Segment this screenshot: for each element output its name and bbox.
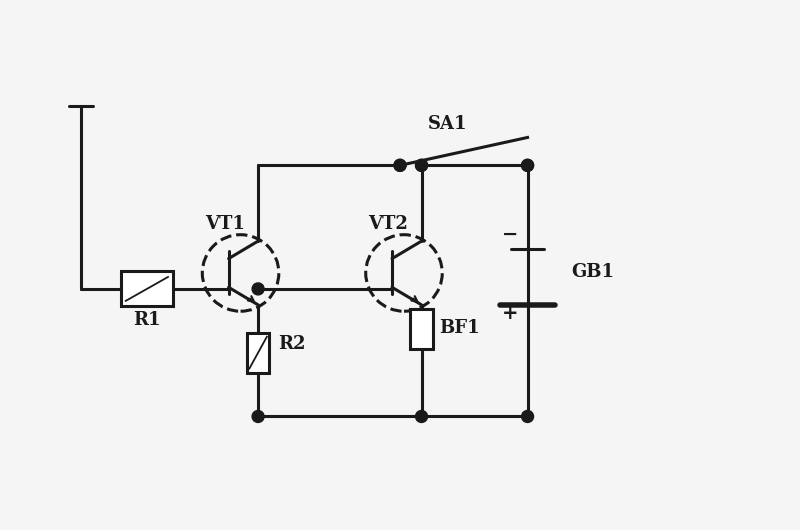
Text: BF1: BF1	[439, 319, 480, 337]
Text: −: −	[502, 225, 518, 243]
Circle shape	[522, 411, 534, 422]
Circle shape	[415, 160, 427, 171]
Text: VT2: VT2	[368, 215, 408, 233]
Circle shape	[394, 160, 406, 171]
FancyBboxPatch shape	[247, 333, 270, 373]
Text: +: +	[502, 304, 518, 323]
Circle shape	[415, 160, 427, 171]
Text: GB1: GB1	[571, 263, 614, 281]
Circle shape	[252, 411, 264, 422]
Text: SA1: SA1	[428, 116, 467, 134]
FancyBboxPatch shape	[410, 309, 433, 349]
Circle shape	[522, 160, 534, 171]
FancyBboxPatch shape	[121, 271, 173, 306]
Text: R2: R2	[278, 335, 306, 352]
Circle shape	[415, 411, 427, 422]
Circle shape	[522, 160, 534, 171]
Text: VT1: VT1	[205, 215, 245, 233]
Text: R1: R1	[133, 311, 160, 329]
Circle shape	[394, 160, 406, 171]
Circle shape	[252, 283, 264, 295]
